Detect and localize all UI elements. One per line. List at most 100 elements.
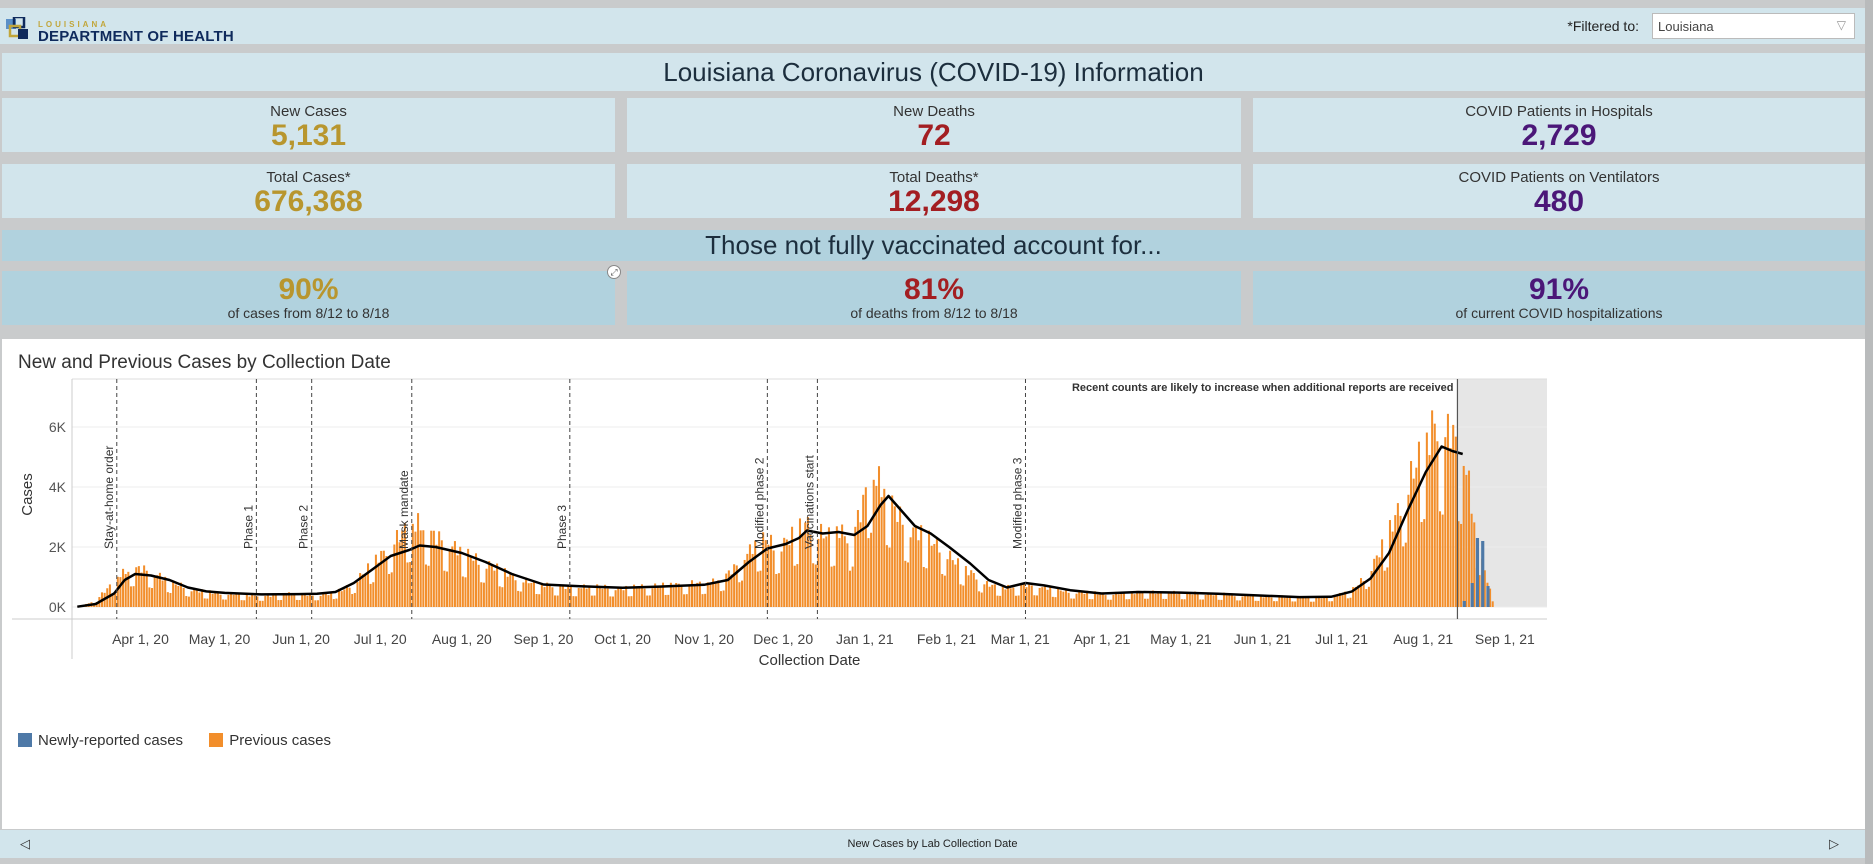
bar-previous bbox=[1049, 586, 1052, 607]
legend-item-previous[interactable]: Previous cases bbox=[209, 732, 331, 749]
bar-previous bbox=[185, 596, 188, 607]
bar-previous bbox=[503, 568, 506, 607]
bar-previous bbox=[1007, 584, 1010, 607]
total-cases-label: Total Cases* bbox=[266, 169, 351, 186]
bar-previous bbox=[1404, 542, 1407, 607]
logo-small-text: LOUISIANA bbox=[38, 20, 109, 29]
new-deaths-value: 72 bbox=[917, 119, 951, 152]
legend-item-new[interactable]: Newly-reported cases bbox=[18, 732, 183, 749]
bar-previous bbox=[725, 573, 728, 607]
bar-previous bbox=[182, 587, 185, 607]
bar-previous bbox=[419, 530, 422, 607]
chevron-down-icon[interactable]: ▽ bbox=[1836, 18, 1846, 32]
bar-previous bbox=[327, 595, 330, 607]
bar-previous bbox=[846, 543, 849, 607]
bar-previous bbox=[1331, 601, 1334, 607]
bar-previous bbox=[1141, 593, 1144, 607]
bar-previous bbox=[722, 590, 725, 607]
bar-previous bbox=[332, 599, 335, 607]
bar-previous bbox=[232, 594, 235, 607]
bar-previous bbox=[1473, 522, 1476, 607]
bar-previous bbox=[251, 594, 254, 607]
bar-previous bbox=[1086, 590, 1089, 607]
bar-previous bbox=[856, 510, 859, 607]
new-deaths-card: New Deaths 72 bbox=[627, 98, 1241, 152]
bar-previous bbox=[933, 544, 936, 607]
bar-previous bbox=[158, 572, 161, 607]
bar-previous bbox=[1375, 555, 1378, 607]
bar-previous bbox=[443, 570, 446, 607]
chart-title: New and Previous Cases by Collection Dat… bbox=[18, 352, 391, 373]
bar-previous bbox=[293, 593, 296, 607]
bar-previous bbox=[630, 596, 633, 607]
bar-previous bbox=[127, 571, 130, 607]
bar-previous bbox=[1407, 494, 1410, 607]
bar-previous bbox=[1133, 594, 1136, 607]
expand-icon[interactable]: ⤢ bbox=[607, 265, 621, 279]
x-tick-label: Oct 1, 20 bbox=[594, 631, 651, 647]
bar-previous bbox=[440, 540, 443, 607]
bar-previous bbox=[1294, 601, 1297, 607]
bar-previous bbox=[1194, 591, 1197, 607]
bar-previous bbox=[843, 536, 846, 607]
bar-previous bbox=[1352, 587, 1355, 607]
cases-chart-panel: New and Previous Cases by Collection Dat… bbox=[2, 339, 1865, 829]
bar-previous bbox=[269, 596, 272, 607]
bar-previous bbox=[417, 513, 420, 607]
bar-previous bbox=[248, 596, 251, 607]
vax-deaths-sub: of deaths from 8/12 to 8/18 bbox=[850, 305, 1018, 321]
bar-previous bbox=[129, 586, 132, 607]
bar-previous bbox=[1001, 586, 1004, 607]
bar-previous bbox=[1394, 515, 1397, 607]
bar-previous bbox=[1309, 601, 1312, 607]
bar-previous bbox=[364, 573, 367, 607]
tab-current-label[interactable]: New Cases by Lab Collection Date bbox=[847, 838, 1018, 850]
bar-previous bbox=[972, 572, 975, 607]
bar-previous bbox=[809, 535, 812, 607]
bar-previous bbox=[1396, 503, 1399, 607]
bar-previous bbox=[1420, 522, 1423, 607]
tab-prev-arrow[interactable]: ◁ bbox=[20, 836, 30, 851]
scrollbar-gutter[interactable] bbox=[1865, 0, 1873, 864]
bar-previous bbox=[1302, 596, 1305, 607]
filter-dropdown[interactable]: Louisiana ▽ bbox=[1652, 13, 1855, 39]
bar-previous bbox=[1099, 592, 1102, 607]
bar-previous bbox=[1233, 596, 1236, 607]
bar-previous bbox=[1054, 597, 1057, 607]
x-tick-label: Apr 1, 20 bbox=[112, 631, 169, 647]
bar-previous bbox=[148, 587, 151, 607]
bar-previous bbox=[411, 523, 414, 607]
bar-previous bbox=[1333, 596, 1336, 607]
bar-previous bbox=[435, 544, 438, 607]
bar-previous bbox=[414, 531, 417, 607]
bar-previous bbox=[996, 595, 999, 607]
bar-previous bbox=[1038, 587, 1041, 607]
bar-previous bbox=[393, 544, 396, 607]
legend-label-previous: Previous cases bbox=[229, 732, 331, 749]
bar-previous bbox=[172, 580, 175, 607]
bar-previous bbox=[833, 565, 836, 607]
bar-previous bbox=[464, 577, 467, 607]
bar-previous bbox=[1446, 413, 1449, 607]
bar-previous bbox=[943, 575, 946, 607]
bar-previous bbox=[569, 586, 572, 607]
bar-new bbox=[1481, 541, 1485, 607]
bar-previous bbox=[788, 545, 791, 607]
bar-previous bbox=[730, 574, 733, 607]
bar-previous bbox=[1230, 593, 1233, 607]
bar-previous bbox=[1338, 592, 1341, 607]
x-tick-label: Jun 1, 21 bbox=[1234, 631, 1292, 647]
bar-previous bbox=[290, 595, 293, 607]
cases-chart[interactable]: 0K 2K 4K 6K Cases Apr 1, 20 May 1, 20 Jun 1, 20… bbox=[2, 339, 1865, 729]
bar-previous bbox=[1373, 558, 1376, 607]
bar-previous bbox=[356, 582, 359, 607]
bar-previous bbox=[609, 596, 612, 607]
vaccination-heading: Those not fully vaccinated account for..… bbox=[2, 230, 1865, 261]
bar-previous bbox=[877, 466, 881, 607]
bar-previous bbox=[303, 594, 306, 607]
tab-next-arrow[interactable]: ▷ bbox=[1829, 836, 1839, 851]
bar-previous bbox=[1072, 598, 1075, 607]
bar-previous bbox=[1412, 478, 1415, 607]
bar-previous bbox=[1491, 601, 1494, 607]
bar-previous bbox=[835, 526, 838, 607]
